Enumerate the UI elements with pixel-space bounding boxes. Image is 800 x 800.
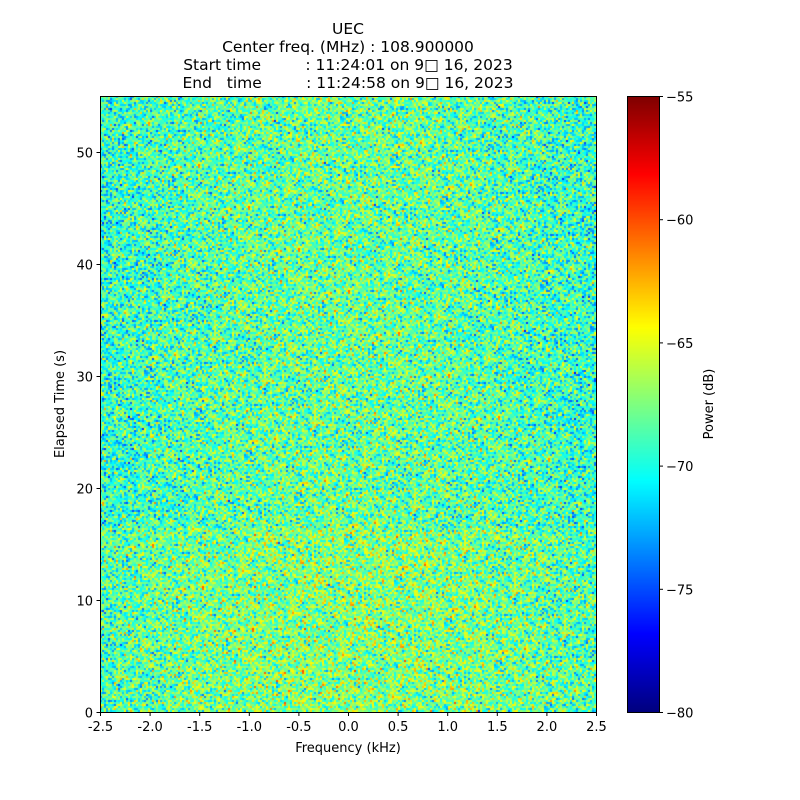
y-tick-label: 30: [76, 371, 93, 386]
y-tick-label: 50: [76, 147, 93, 162]
x-tick-label: -0.5: [286, 720, 311, 735]
x-tick-label: 0.0: [338, 720, 359, 735]
colorbar-tick-label: −75: [666, 583, 693, 598]
colorbar-frame: [627, 96, 660, 713]
x-tick-label: 0.5: [388, 720, 409, 735]
title-line-name: UEC: [332, 20, 364, 38]
title-line-end-time: End time : 11:24:58 on 9□ 16, 2023: [182, 74, 514, 92]
colorbar-tick-label: −80: [666, 707, 693, 722]
y-tick-label: 20: [76, 483, 93, 498]
y-tick-label: 40: [76, 259, 93, 274]
title-line-start-time: Start time : 11:24:01 on 9□ 16, 2023: [183, 56, 513, 74]
plot-frame: [100, 96, 597, 713]
colorbar-label: Power (dB): [702, 369, 717, 440]
x-axis-label: Frequency (kHz): [295, 741, 401, 756]
x-tick-label: -2.5: [88, 720, 113, 735]
x-tick-label: 2.5: [586, 720, 607, 735]
colorbar-tick-label: −55: [666, 91, 693, 106]
x-tick-label: 1.0: [437, 720, 458, 735]
colorbar-tick-label: −70: [666, 460, 693, 475]
x-tick-label: 2.0: [537, 720, 558, 735]
y-tick-label: 0: [85, 707, 93, 722]
spectrogram-heatmap: [100, 96, 596, 712]
colorbar-tick-label: −65: [666, 337, 693, 352]
title-line-center-freq: Center freq. (MHz) : 108.900000: [222, 38, 474, 56]
x-tick-label: -1.5: [187, 720, 212, 735]
x-tick-label: -1.0: [237, 720, 262, 735]
x-tick-label: -2.0: [137, 720, 162, 735]
colorbar-gradient: [627, 96, 659, 712]
colorbar-tick-label: −60: [666, 214, 693, 229]
chart-title: UEC Center freq. (MHz) : 108.900000 Star…: [148, 20, 548, 92]
y-axis-label: Elapsed Time (s): [53, 350, 68, 458]
y-tick-label: 10: [76, 595, 93, 610]
x-tick-label: 1.5: [487, 720, 508, 735]
